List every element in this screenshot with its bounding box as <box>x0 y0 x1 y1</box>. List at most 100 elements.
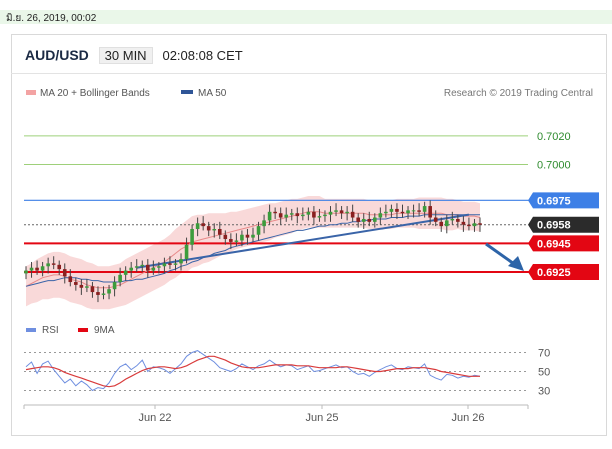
rsi-ma9-line <box>25 355 480 388</box>
clock-time: 02:08:08 CET <box>162 48 243 63</box>
candle-body <box>195 223 200 229</box>
ma50-legend-label: MA 50 <box>198 88 227 99</box>
level-tag-0.6958 <box>528 216 599 233</box>
candle-body <box>262 220 266 227</box>
candle-body <box>422 206 427 212</box>
candle-body <box>433 217 438 222</box>
ma9-legend-label: 9MA <box>94 325 115 336</box>
candle-body <box>223 234 228 240</box>
level-tag-0.6925 <box>528 264 599 280</box>
header-divider <box>11 73 607 74</box>
candle-body <box>345 211 349 214</box>
candle-body <box>173 263 178 265</box>
candle-body <box>212 229 217 231</box>
x-tick-label: Jun 26 <box>451 412 484 424</box>
candle-body <box>134 266 139 268</box>
candle-body <box>323 214 327 217</box>
candle-body <box>251 234 255 238</box>
candle-body <box>284 214 289 218</box>
candle-body <box>24 270 28 274</box>
candle-body <box>267 211 272 221</box>
candle-body <box>411 210 416 212</box>
candle-body <box>140 264 145 267</box>
candle-body <box>367 218 372 222</box>
candle-body <box>240 234 244 241</box>
candle-body <box>96 292 100 295</box>
candle-body <box>35 267 39 271</box>
candle-body <box>68 276 73 283</box>
rsi-tick-label-70: 70 <box>538 348 550 360</box>
candle-body <box>201 223 205 227</box>
candle-body <box>301 214 305 217</box>
candle-body <box>90 286 95 293</box>
rsi-line <box>25 350 481 392</box>
candle-body <box>29 267 34 271</box>
candle-body <box>101 293 106 295</box>
date-time-text: มิ.ย. 26, 2019, 00:02 <box>6 13 97 24</box>
candle-body <box>146 264 150 271</box>
ma20-line <box>25 211 481 289</box>
rsi-tick-label-50: 50 <box>538 367 550 379</box>
candle-body <box>245 234 250 238</box>
candle-body <box>417 210 421 212</box>
candle-body <box>57 264 62 270</box>
rsi-legend-swatch <box>26 328 36 332</box>
candle-body <box>378 213 383 218</box>
bollinger-band <box>26 196 480 310</box>
x-tick-label: Jun 25 <box>305 412 338 424</box>
candle-body <box>384 211 388 214</box>
level-label-0.7020: 0.7020 <box>537 131 571 143</box>
candle-body <box>478 223 482 225</box>
candle-body <box>334 210 338 212</box>
candle-body <box>273 211 277 214</box>
date-bar: มิ.ย. 26, 2019, 00:02 <box>0 10 612 24</box>
candle-body <box>361 218 366 222</box>
research-credit: Research © 2019 Trading Central <box>444 88 593 99</box>
candle-body <box>157 266 161 268</box>
candle-body <box>456 218 460 222</box>
candle-body <box>328 211 333 215</box>
candle-body <box>229 239 233 242</box>
x-tick-label: Jun 22 <box>138 412 171 424</box>
chart-header: AUD/USD 30 MIN 02:08:08 CET <box>25 47 243 64</box>
rsi-legend-label: RSI <box>42 325 59 336</box>
candle-body <box>389 208 394 212</box>
timeframe-badge[interactable]: 30 MIN <box>98 47 153 64</box>
currency-pair: AUD/USD <box>25 47 89 63</box>
candle-body <box>151 267 156 271</box>
trendline <box>136 213 470 269</box>
candle-body <box>395 208 399 212</box>
candle-body <box>162 263 167 267</box>
candle-body <box>190 229 194 245</box>
candle-body <box>217 229 222 235</box>
candle-body <box>439 221 444 227</box>
candle-body <box>400 211 405 214</box>
candle-body <box>350 211 355 218</box>
candle-body <box>406 210 410 214</box>
candle-body <box>356 217 360 222</box>
level-tag-0.6945 <box>528 235 599 252</box>
candle-body <box>234 240 239 242</box>
candle-body <box>317 216 322 218</box>
level-label-0.6925: 0.6925 <box>537 267 571 279</box>
forecast-arrowhead <box>508 256 524 271</box>
candle-body <box>129 267 133 271</box>
candle-body <box>40 266 45 271</box>
candle-body <box>74 282 78 285</box>
candle-body <box>184 244 189 260</box>
candle-body <box>179 259 183 264</box>
candle-body <box>46 263 50 267</box>
ma20-legend-label: MA 20 + Bollinger Bands <box>40 88 150 99</box>
candle-body <box>373 217 377 222</box>
candle-body <box>428 206 432 218</box>
candle-body <box>206 226 211 231</box>
rsi-tick-label-30: 30 <box>538 386 550 398</box>
level-label-0.7000: 0.7000 <box>537 160 571 172</box>
level-label-0.6958: 0.6958 <box>537 220 571 232</box>
candle-body <box>51 263 56 265</box>
candle-body <box>295 213 300 217</box>
ma9-legend-swatch <box>78 328 88 332</box>
candle-body <box>312 211 316 218</box>
candle-body <box>461 221 466 225</box>
